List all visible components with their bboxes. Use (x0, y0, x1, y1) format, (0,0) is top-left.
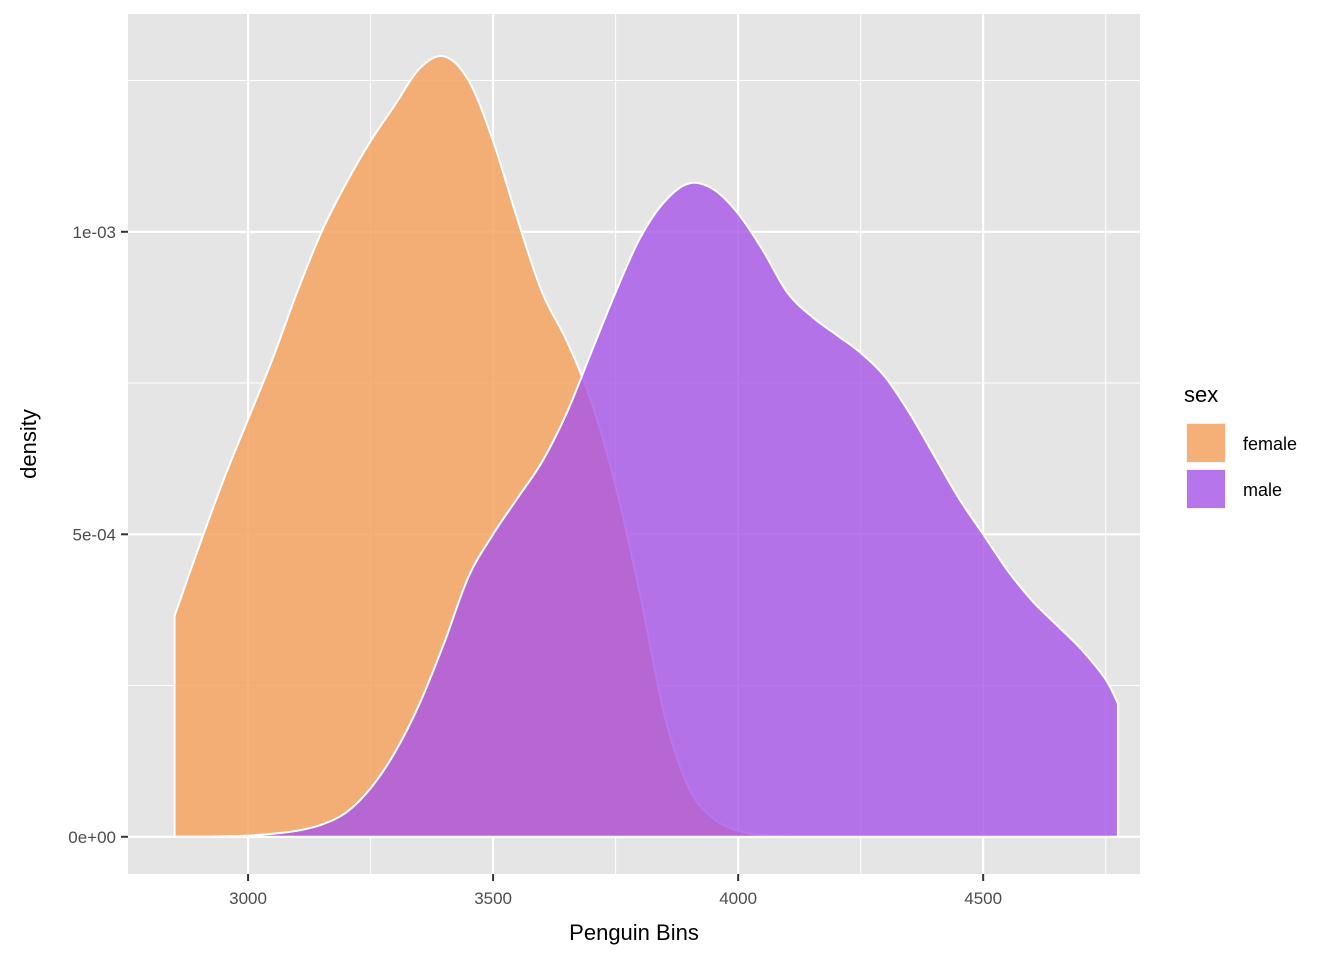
legend-swatch-male (1187, 470, 1225, 508)
density-areas (173, 54, 1119, 838)
legend-label-male: male (1243, 480, 1282, 500)
legend-swatch-female (1187, 424, 1225, 462)
y-axis: 0e+00 5e-04 1e-03 (68, 223, 128, 847)
x-tick-label: 4500 (964, 889, 1002, 908)
legend-items: female male (1186, 423, 1297, 509)
y-tick-label: 5e-04 (73, 525, 116, 544)
legend-label-female: female (1243, 434, 1297, 454)
x-axis: 3000 3500 4000 4500 (229, 874, 1002, 908)
x-tick-label: 4000 (719, 889, 757, 908)
density-area-female (174, 55, 1118, 837)
x-axis-title: Penguin Bins (569, 920, 699, 945)
x-tick-label: 3000 (229, 889, 267, 908)
density-outline-male (173, 181, 1119, 838)
y-tick-label: 1e-03 (73, 223, 116, 242)
density-area-male (174, 182, 1118, 837)
y-axis-title: density (16, 409, 41, 479)
legend-title: sex (1184, 382, 1218, 407)
x-tick-label: 3500 (474, 889, 512, 908)
legend: sex female male (1184, 382, 1297, 509)
y-tick-label: 0e+00 (68, 828, 116, 847)
